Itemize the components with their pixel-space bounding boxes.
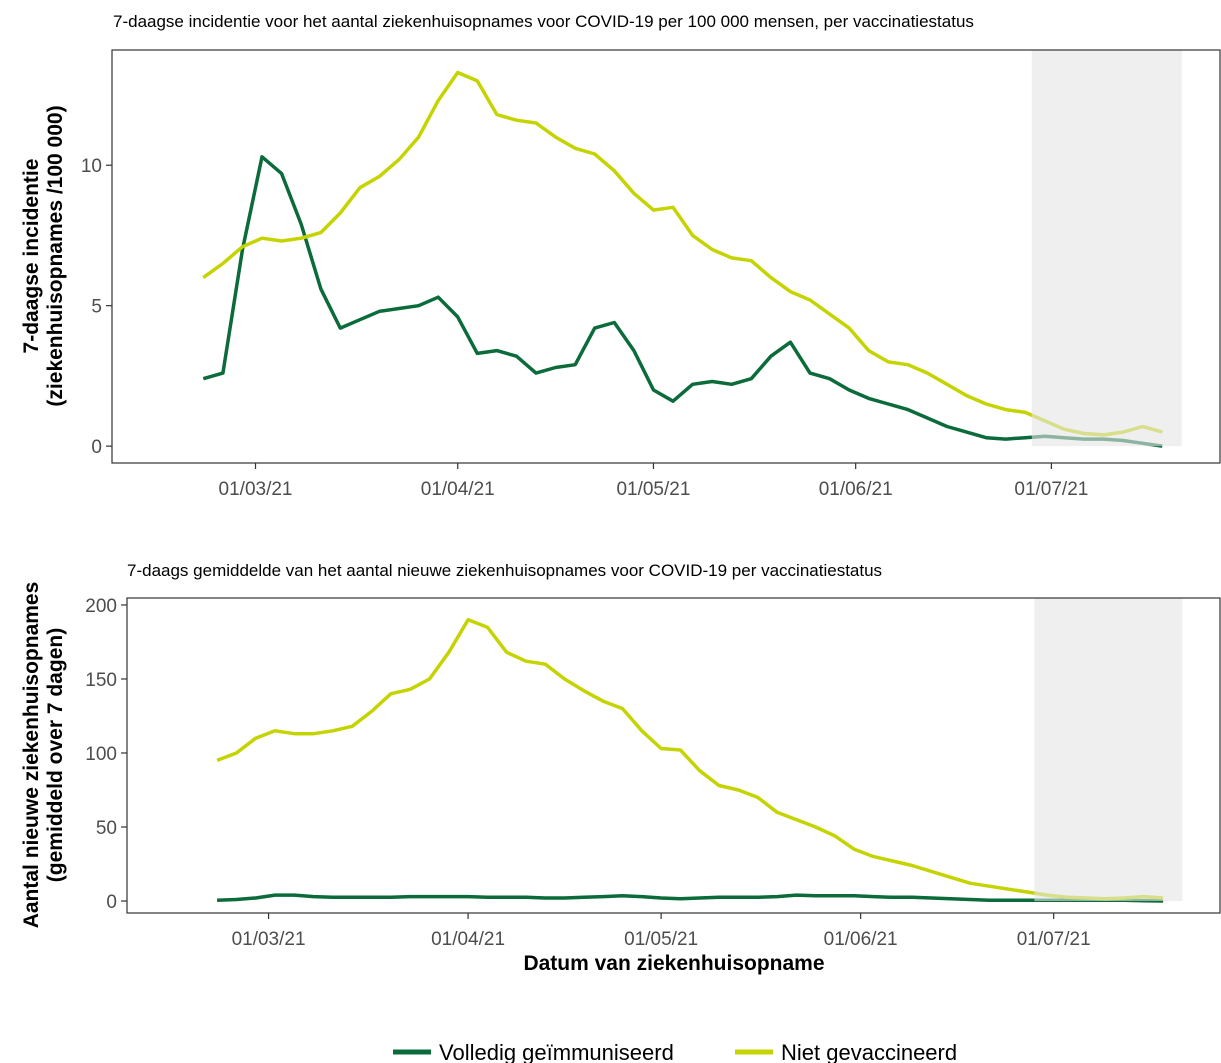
x-axis-label: Datum van ziekenhuisopname	[523, 952, 824, 975]
x-tick-label: 01/06/21	[819, 479, 893, 500]
y-tick-label: 0	[106, 892, 117, 913]
legend-label: Niet gevaccineerd	[781, 1040, 957, 1063]
x-tick-label: 01/05/21	[616, 479, 690, 500]
line-series	[216, 618, 1164, 901]
line-series	[202, 70, 1163, 437]
y-axis-label: 7-daagse incidentie	[20, 159, 43, 354]
x-tick-label: 01/03/21	[232, 929, 306, 950]
y-axis-label: (ziekenhuisopnames /100 000)	[44, 105, 67, 406]
x-tick-label: 01/05/21	[624, 929, 698, 950]
y-tick-label: 10	[81, 156, 102, 177]
x-tick-label: 01/04/21	[431, 929, 505, 950]
x-tick-label: 01/03/21	[219, 479, 293, 500]
shaded-period	[1034, 598, 1183, 902]
legend-label: Volledig geïmmuniseerd	[439, 1040, 674, 1063]
y-tick-label: 5	[91, 297, 102, 318]
y-tick-label: 200	[85, 596, 117, 617]
line-series	[202, 155, 1163, 448]
x-tick-label: 01/06/21	[824, 929, 898, 950]
y-tick-label: 50	[96, 818, 117, 839]
x-tick-label: 01/04/21	[421, 479, 495, 500]
y-axis-label: (gemiddeld over 7 dagen)	[44, 628, 67, 882]
plot-border	[126, 597, 1221, 914]
x-tick-label: 01/07/21	[1017, 929, 1091, 950]
plot-border	[111, 49, 1221, 464]
chart-title: 7-daags gemiddelde van het aantal nieuwe…	[127, 561, 882, 580]
x-tick-label: 01/07/21	[1014, 479, 1088, 500]
chart-title: 7-daagse incidentie voor het aantal ziek…	[113, 12, 974, 31]
y-axis-label: Aantal nieuwe ziekenhuisopnames	[20, 582, 43, 929]
y-tick-label: 0	[91, 437, 102, 458]
y-tick-label: 100	[85, 744, 117, 765]
shaded-period	[1031, 50, 1182, 447]
y-tick-label: 150	[85, 670, 117, 691]
line-series	[217, 893, 1164, 903]
